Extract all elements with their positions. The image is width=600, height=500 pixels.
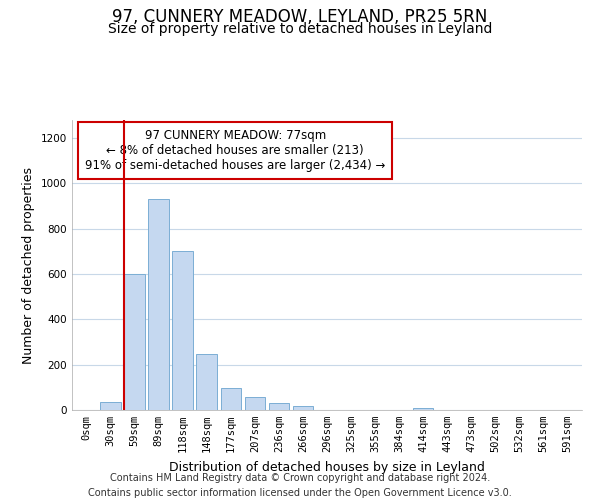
Text: Contains HM Land Registry data © Crown copyright and database right 2024.
Contai: Contains HM Land Registry data © Crown c… xyxy=(88,472,512,498)
Bar xyxy=(100,402,121,410)
Y-axis label: Number of detached properties: Number of detached properties xyxy=(22,166,35,364)
Bar xyxy=(221,388,241,410)
Text: Size of property relative to detached houses in Leyland: Size of property relative to detached ho… xyxy=(108,22,492,36)
X-axis label: Distribution of detached houses by size in Leyland: Distribution of detached houses by size … xyxy=(169,460,485,473)
Bar xyxy=(148,200,169,410)
Bar xyxy=(269,403,289,410)
Bar xyxy=(245,397,265,410)
Bar xyxy=(413,408,433,410)
Text: 97, CUNNERY MEADOW, LEYLAND, PR25 5RN: 97, CUNNERY MEADOW, LEYLAND, PR25 5RN xyxy=(112,8,488,26)
Bar xyxy=(124,274,145,410)
Bar xyxy=(293,406,313,410)
Bar xyxy=(196,354,217,410)
Text: 97 CUNNERY MEADOW: 77sqm
← 8% of detached houses are smaller (213)
91% of semi-d: 97 CUNNERY MEADOW: 77sqm ← 8% of detache… xyxy=(85,128,385,172)
Bar xyxy=(172,252,193,410)
